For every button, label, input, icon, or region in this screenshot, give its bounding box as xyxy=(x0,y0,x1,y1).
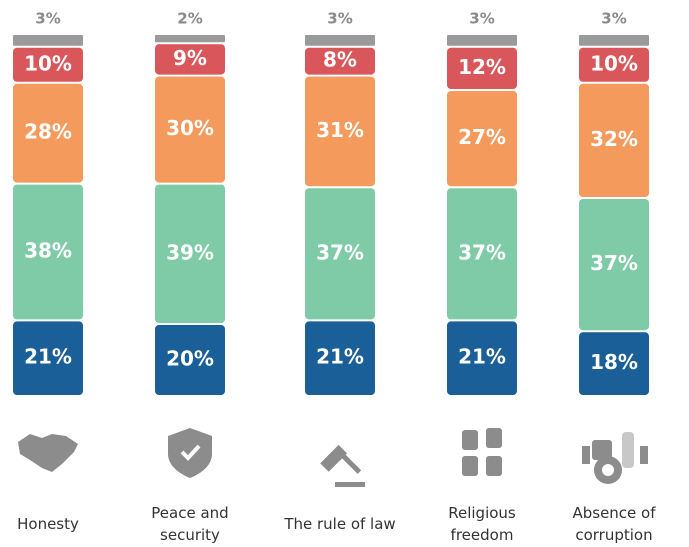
value-label: 30% xyxy=(166,116,214,140)
bar-segment xyxy=(155,35,225,43)
bar-segment xyxy=(579,35,649,46)
value-label: 3% xyxy=(469,10,494,28)
value-label: 20% xyxy=(166,347,214,371)
icons xyxy=(18,428,648,487)
value-label: 37% xyxy=(590,251,638,275)
value-label: 21% xyxy=(458,345,506,369)
bar-segment xyxy=(305,76,375,187)
bar-segment xyxy=(13,83,83,183)
value-label: 32% xyxy=(590,127,638,151)
bar-segment xyxy=(305,47,375,75)
bar-segment xyxy=(155,76,225,183)
bar-segment xyxy=(579,332,649,395)
bar-segment xyxy=(13,35,83,46)
value-label: 37% xyxy=(316,240,364,264)
bar-segment xyxy=(305,188,375,320)
value-label: 10% xyxy=(590,51,638,75)
value-label: 10% xyxy=(24,51,72,75)
value-label: 3% xyxy=(601,10,626,28)
shield-icon xyxy=(168,428,212,478)
bar-segment xyxy=(579,83,649,197)
value-label: 27% xyxy=(458,125,506,149)
bar-segment xyxy=(155,325,225,395)
category-label: Honesty xyxy=(17,514,79,533)
bar-segment xyxy=(13,47,83,82)
value-label: 28% xyxy=(24,120,72,144)
bar-segment xyxy=(447,91,517,187)
bar-segment xyxy=(447,321,517,395)
hands-icon xyxy=(462,428,502,476)
category-label: Religious freedom xyxy=(448,503,516,544)
bar-segment xyxy=(579,47,649,82)
value-label: 39% xyxy=(166,240,214,264)
value-label: 21% xyxy=(316,345,364,369)
bar-segment xyxy=(13,321,83,395)
value-label: 12% xyxy=(458,55,506,79)
value-label: 18% xyxy=(590,350,638,374)
value-label: 38% xyxy=(24,239,72,263)
bar-segment xyxy=(13,184,83,320)
bar-segment xyxy=(447,47,517,89)
bar-segment xyxy=(447,188,517,320)
value-label: 9% xyxy=(173,46,207,70)
bar-segment xyxy=(155,44,225,75)
category-label: Absence of corruption xyxy=(572,503,656,544)
value-label: 8% xyxy=(323,48,357,72)
corruption-icon xyxy=(582,432,648,484)
value-label: 31% xyxy=(316,118,364,142)
bar-segment xyxy=(305,321,375,395)
bar-segment xyxy=(305,35,375,46)
value-label: 21% xyxy=(24,345,72,369)
value-label: 2% xyxy=(177,10,202,28)
category-label: The rule of law xyxy=(284,514,396,533)
value-label: 3% xyxy=(327,10,352,28)
gavel-icon xyxy=(320,444,365,487)
category-label: Peace and security xyxy=(151,503,229,544)
bar-segment xyxy=(155,184,225,323)
value-label: 3% xyxy=(35,10,60,28)
bar-segment xyxy=(447,35,517,46)
handshake-icon xyxy=(18,434,78,472)
bar-segment xyxy=(579,199,649,331)
value-label: 37% xyxy=(458,240,506,264)
